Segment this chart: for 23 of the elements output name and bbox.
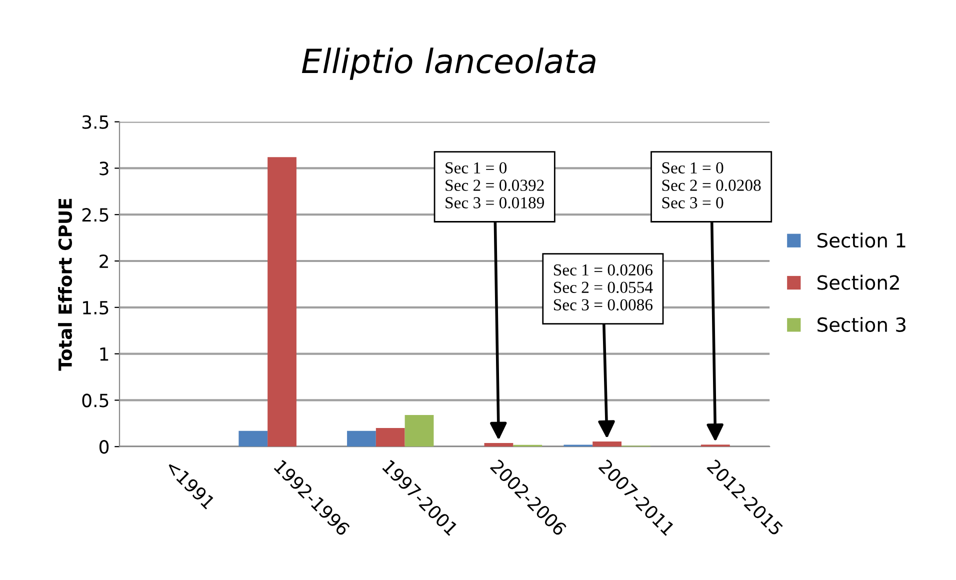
legend-label: Section 3 bbox=[818, 316, 906, 332]
annotation: Sec 1 = 0.0206 Sec 2 = 0.0554 Sec 3 = 0.0086 bbox=[554, 264, 653, 311]
y-tick-label: 0.5 bbox=[82, 394, 108, 408]
bar bbox=[347, 430, 376, 447]
y-tick-label: 0 bbox=[99, 440, 109, 454]
bar bbox=[238, 430, 268, 447]
bar bbox=[268, 157, 296, 447]
y-tick-label: 3.5 bbox=[82, 115, 108, 129]
legend-label: Section2 bbox=[818, 274, 899, 290]
y-axis-title: Total Effort CPUE bbox=[58, 198, 72, 371]
annotation: Sec 1 = 0 Sec 2 = 0.0392 Sec 3 = 0.0189 bbox=[446, 162, 544, 208]
bar bbox=[376, 428, 405, 447]
annotation: Sec 1 = 0 Sec 2 = 0.0208 Sec 3 = 0 bbox=[662, 162, 761, 208]
chart-title: Elliptio lanceolata bbox=[302, 48, 596, 80]
bar bbox=[592, 441, 622, 447]
y-tick-label: 1.5 bbox=[83, 301, 108, 315]
bar bbox=[404, 415, 434, 447]
legend-label: Section 1 bbox=[818, 232, 906, 248]
y-tick-label: 1 bbox=[100, 347, 108, 361]
bar bbox=[484, 442, 514, 447]
y-tick-label: 2.5 bbox=[82, 208, 108, 222]
y-tick-label: 3 bbox=[100, 162, 108, 176]
y-tick-label: 2 bbox=[100, 254, 108, 268]
